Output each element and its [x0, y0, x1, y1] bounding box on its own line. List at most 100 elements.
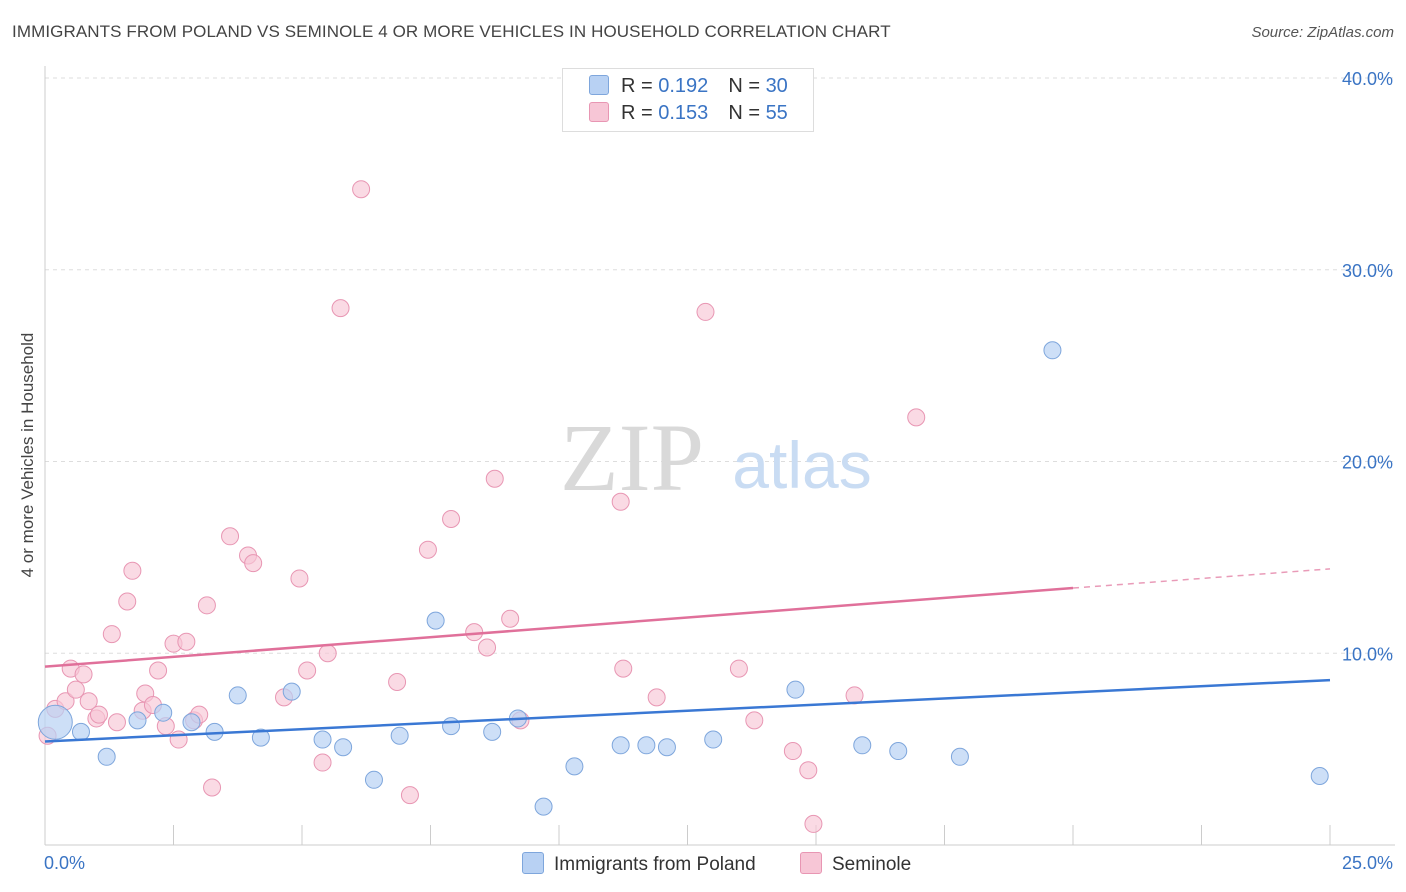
poland-r-value: 0.192 [658, 75, 709, 97]
seminole-point-37 [418, 540, 437, 559]
poland-points [37, 341, 1329, 816]
poland-point-15 [442, 717, 461, 736]
seminole-point-11 [118, 592, 137, 611]
seminole-point-8 [89, 705, 108, 724]
source-credit: Source: ZipAtlas.com [1251, 24, 1394, 41]
poland-r-label: R = [621, 75, 659, 97]
seminole-point-24 [203, 778, 222, 797]
legend-item-seminole: Seminole [800, 852, 911, 876]
seminole-point-42 [501, 609, 520, 628]
seminole-point-34 [352, 180, 371, 199]
seminole-point-25 [221, 527, 240, 546]
seminole-point-4 [66, 680, 85, 699]
seminole-point-52 [804, 814, 823, 833]
poland-point-18 [534, 797, 553, 816]
seminole-point-51 [799, 761, 818, 780]
poland-trend-line [44, 678, 1331, 743]
y-tick-label-20: 20.0% [1342, 453, 1393, 473]
poland-point-11 [334, 738, 353, 757]
seminole-point-44 [611, 492, 630, 511]
poland-point-9 [282, 682, 301, 701]
seminole-point-38 [442, 510, 461, 529]
seminole-point-31 [313, 753, 332, 772]
seminole-point-9 [102, 625, 121, 644]
seminole-point-12 [123, 561, 142, 580]
seminole-trend-line [44, 586, 1074, 668]
poland-point-3 [128, 711, 147, 730]
seminole-point-47 [696, 302, 715, 321]
poland-point-5 [182, 713, 201, 732]
poland-point-7 [228, 686, 247, 705]
seminole-point-32 [318, 644, 337, 663]
y-axis-label: 4 or more Vehicles in Household [18, 332, 37, 578]
poland-point-24 [786, 680, 805, 699]
axes [44, 66, 1395, 846]
y-tick-label-40: 40.0% [1342, 69, 1393, 89]
seminole-point-35 [388, 673, 407, 692]
seminole-point-10 [107, 713, 126, 732]
poland-point-19 [565, 757, 584, 776]
poland-point-21 [637, 736, 656, 755]
poland-point-0 [37, 704, 73, 740]
poland-point-16 [483, 722, 502, 741]
seminole-r-label: R = [621, 102, 659, 124]
poland-point-10 [313, 730, 332, 749]
poland-n-label: N = [728, 75, 766, 97]
seminole-point-23 [197, 596, 216, 615]
poland-point-2 [97, 747, 116, 766]
seminole-point-30 [298, 661, 317, 680]
tick-labels: 10.0% 20.0% 30.0% 40.0% 0.0% 25.0% [44, 69, 1393, 873]
poland-point-28 [1043, 341, 1062, 360]
seminole-point-40 [478, 638, 497, 657]
seminole-point-5 [74, 665, 93, 684]
seminole-point-46 [647, 688, 666, 707]
seminole-point-29 [290, 569, 309, 588]
x-tick-label-max: 25.0% [1342, 853, 1393, 873]
watermark-zip: ZIP [560, 404, 704, 511]
seminole-point-33 [331, 299, 350, 318]
seminole-point-50 [783, 742, 802, 761]
seminole-n-value: 55 [765, 102, 788, 124]
poland-point-20 [611, 736, 630, 755]
poland-n-value: 30 [765, 75, 788, 97]
y-tick-label-10: 10.0% [1342, 644, 1393, 664]
seminole-point-27 [244, 554, 263, 573]
seminole-point-54 [907, 408, 926, 427]
y-tick-label-30: 30.0% [1342, 261, 1393, 281]
x-tick-label-min: 0.0% [44, 853, 85, 873]
poland-point-8 [251, 728, 270, 747]
seminole-point-36 [400, 786, 419, 805]
seminole-point-45 [614, 659, 633, 678]
poland-point-4 [154, 703, 173, 722]
seminole-point-6 [79, 692, 98, 711]
correlation-legend: R = 0.192 N = 30 R = 0.153 N = 55 [562, 68, 814, 132]
legend-item-poland: Immigrants from Poland [522, 852, 756, 876]
poland-point-13 [390, 726, 409, 745]
poland-point-12 [364, 770, 383, 789]
poland-point-25 [853, 736, 872, 755]
seminole-swatch [589, 102, 609, 122]
legend-poland-label: Immigrants from Poland [554, 854, 756, 875]
seminole-n-label: N = [728, 102, 766, 124]
poland-point-22 [657, 738, 676, 757]
legend-seminole-label: Seminole [832, 854, 912, 875]
poland-point-27 [950, 747, 969, 766]
poland-point-29 [1310, 766, 1329, 785]
watermark-atlas: atlas [732, 428, 871, 502]
legend-row-poland: R = 0.192 N = 30 [589, 75, 788, 99]
legend-row-seminole: R = 0.153 N = 55 [589, 102, 788, 126]
seminole-trend-extension [1072, 568, 1331, 589]
seminole-point-16 [149, 661, 168, 680]
trend-lines [44, 568, 1331, 743]
poland-point-26 [889, 742, 908, 761]
watermark: ZIP atlas [560, 404, 872, 511]
seminole-point-41 [485, 469, 504, 488]
poland-point-1 [71, 722, 90, 741]
poland-point-14 [426, 611, 445, 630]
seminole-r-value: 0.153 [658, 102, 709, 124]
seminole-point-49 [745, 711, 764, 730]
poland-swatch [589, 75, 609, 95]
chart-title: IMMIGRANTS FROM POLAND VS SEMINOLE 4 OR … [12, 22, 891, 41]
poland-point-23 [704, 730, 723, 749]
